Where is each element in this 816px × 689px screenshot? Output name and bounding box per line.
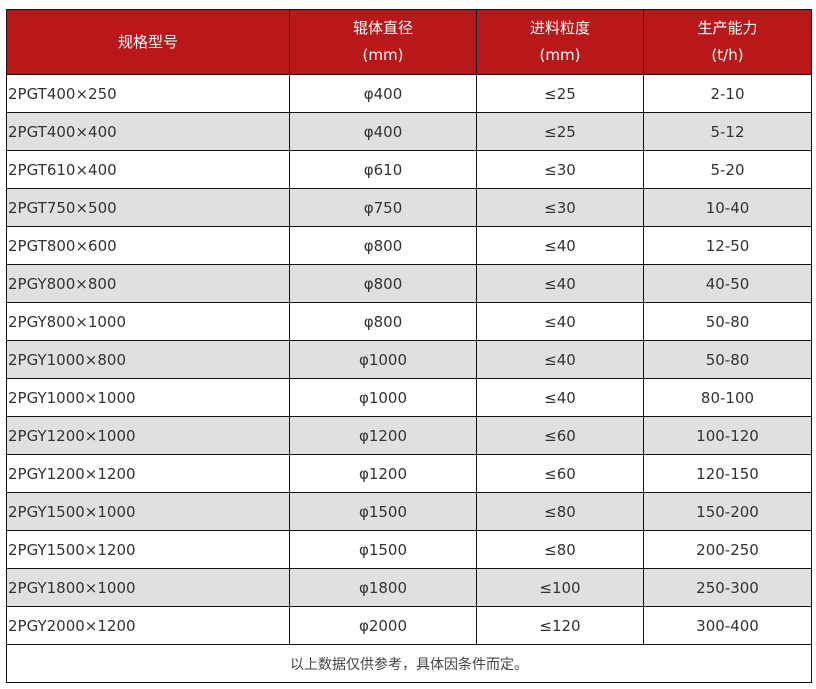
model-cell: 2PGY1000×1000 — [6, 378, 290, 417]
table-row: 2PGY800×1000 φ800 ≤40 50-80 — [6, 302, 812, 341]
roller-diameter-cell: φ2000 — [289, 606, 477, 645]
roller-diameter-cell: φ1000 — [289, 378, 477, 417]
model-cell: 2PGT800×600 — [6, 226, 290, 265]
feed-size-cell: ≤100 — [476, 568, 644, 607]
table-row: 2PGY800×800 φ800 ≤40 40-50 — [6, 264, 812, 303]
roller-diameter-cell: φ1000 — [289, 340, 477, 379]
model-cell: 2PGT400×400 — [6, 112, 290, 151]
header-roller-diameter: 辊体直径 (mm) — [289, 9, 477, 75]
feed-size-cell: ≤80 — [476, 492, 644, 531]
capacity-cell: 200-250 — [643, 530, 812, 569]
model-cell: 2PGY1500×1200 — [6, 530, 290, 569]
header-label: 生产能力 — [697, 19, 758, 37]
capacity-cell: 250-300 — [643, 568, 812, 607]
model-cell: 2PGY2000×1200 — [6, 606, 290, 645]
capacity-cell: 40-50 — [643, 264, 812, 303]
header-row: 规格型号 辊体直径 (mm) 进料粒度 (mm) 生产能力 (t/h) — [6, 9, 812, 75]
table-row: 2PGY1200×1200 φ1200 ≤60 120-150 — [6, 454, 812, 493]
model-cell: 2PGY1800×1000 — [6, 568, 290, 607]
table-row: 2PGT750×500 φ750 ≤30 10-40 — [6, 188, 812, 227]
roller-diameter-cell: φ750 — [289, 188, 477, 227]
feed-size-cell: ≤80 — [476, 530, 644, 569]
feed-size-cell: ≤30 — [476, 188, 644, 227]
header-unit: (mm) — [539, 46, 581, 64]
capacity-cell: 100-120 — [643, 416, 812, 455]
feed-size-cell: ≤25 — [476, 74, 644, 113]
feed-size-cell: ≤120 — [476, 606, 644, 645]
roller-diameter-cell: φ400 — [289, 112, 477, 151]
table-row: 2PGY1500×1200 φ1500 ≤80 200-250 — [6, 530, 812, 569]
roller-diameter-cell: φ800 — [289, 302, 477, 341]
model-cell: 2PGY800×800 — [6, 264, 290, 303]
feed-size-cell: ≤60 — [476, 454, 644, 493]
roller-diameter-cell: φ400 — [289, 74, 477, 113]
feed-size-cell: ≤40 — [476, 226, 644, 265]
header-model: 规格型号 — [6, 9, 290, 75]
roller-diameter-cell: φ800 — [289, 226, 477, 265]
table-row: 2PGT800×600 φ800 ≤40 12-50 — [6, 226, 812, 265]
model-cell: 2PGY800×1000 — [6, 302, 290, 341]
model-cell: 2PGY1200×1000 — [6, 416, 290, 455]
roller-diameter-cell: φ1200 — [289, 454, 477, 493]
capacity-cell: 5-20 — [643, 150, 812, 189]
header-model-label: 规格型号 — [117, 32, 178, 51]
note-row: 以上数据仅供参考，具体因条件而定。 — [6, 644, 812, 683]
feed-size-cell: ≤40 — [476, 340, 644, 379]
table-row: 2PGT610×400 φ610 ≤30 5-20 — [6, 150, 812, 189]
roller-diameter-cell: φ1500 — [289, 492, 477, 531]
table-row: 2PGY2000×1200 φ2000 ≤120 300-400 — [6, 606, 812, 645]
capacity-cell: 300-400 — [643, 606, 812, 645]
table-row: 2PGY1000×800 φ1000 ≤40 50-80 — [6, 340, 812, 379]
header-unit: (t/h) — [711, 46, 744, 64]
header-capacity: 生产能力 (t/h) — [643, 9, 812, 75]
capacity-cell: 10-40 — [643, 188, 812, 227]
capacity-cell: 5-12 — [643, 112, 812, 151]
model-cell: 2PGY1200×1200 — [6, 454, 290, 493]
model-cell: 2PGT750×500 — [6, 188, 290, 227]
table-row: 2PGY1000×1000 φ1000 ≤40 80-100 — [6, 378, 812, 417]
roller-diameter-cell: φ1800 — [289, 568, 477, 607]
capacity-cell: 120-150 — [643, 454, 812, 493]
table-row: 2PGY1200×1000 φ1200 ≤60 100-120 — [6, 416, 812, 455]
note-text: 以上数据仅供参考，具体因条件而定。 — [6, 644, 812, 683]
header-label: 辊体直径 — [352, 19, 413, 37]
spec-table: 规格型号 辊体直径 (mm) 进料粒度 (mm) 生产能力 (t/h) 2PGT400… — [6, 9, 812, 683]
feed-size-cell: ≤60 — [476, 416, 644, 455]
table-row: 2PGY1800×1000 φ1800 ≤100 250-300 — [6, 568, 812, 607]
model-cell: 2PGY1000×800 — [6, 340, 290, 379]
capacity-cell: 12-50 — [643, 226, 812, 265]
feed-size-cell: ≤40 — [476, 378, 644, 417]
capacity-cell: 2-10 — [643, 74, 812, 113]
model-cell: 2PGT400×250 — [6, 74, 290, 113]
feed-size-cell: ≤25 — [476, 112, 644, 151]
roller-diameter-cell: φ800 — [289, 264, 477, 303]
table-row: 2PGY1500×1000 φ1500 ≤80 150-200 — [6, 492, 812, 531]
capacity-cell: 50-80 — [643, 302, 812, 341]
roller-diameter-cell: φ1200 — [289, 416, 477, 455]
header-feed-size: 进料粒度 (mm) — [476, 9, 644, 75]
feed-size-cell: ≤40 — [476, 302, 644, 341]
header-unit: (mm) — [362, 46, 404, 64]
model-cell: 2PGY1500×1000 — [6, 492, 290, 531]
roller-diameter-cell: φ1500 — [289, 530, 477, 569]
capacity-cell: 80-100 — [643, 378, 812, 417]
header-label: 进料粒度 — [529, 19, 590, 37]
table-row: 2PGT400×250 φ400 ≤25 2-10 — [6, 74, 812, 113]
model-cell: 2PGT610×400 — [6, 150, 290, 189]
capacity-cell: 50-80 — [643, 340, 812, 379]
capacity-cell: 150-200 — [643, 492, 812, 531]
feed-size-cell: ≤40 — [476, 264, 644, 303]
roller-diameter-cell: φ610 — [289, 150, 477, 189]
feed-size-cell: ≤30 — [476, 150, 644, 189]
table-row: 2PGT400×400 φ400 ≤25 5-12 — [6, 112, 812, 151]
